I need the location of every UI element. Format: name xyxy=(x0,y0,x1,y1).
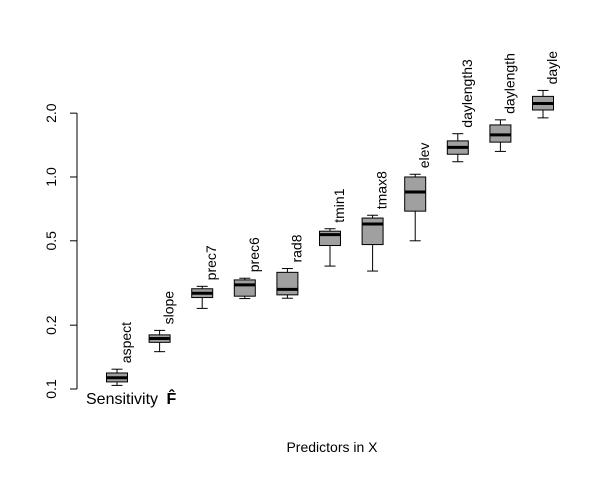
box-label-prec6: prec6 xyxy=(246,237,262,272)
y-tick-label: 2.0 xyxy=(43,103,59,123)
box-slope xyxy=(148,329,171,353)
y-tick-label: 0.1 xyxy=(43,379,59,399)
box-label-rad8: rad8 xyxy=(288,234,304,262)
box-body xyxy=(361,217,384,246)
box-labels: aspect slope prec7 prec6 rad8 tmin1 tmax8 elev d… xyxy=(118,51,560,363)
box-body xyxy=(404,176,427,212)
box-prec6 xyxy=(233,277,256,300)
y-tick-label: 0.5 xyxy=(43,231,59,251)
annotation-symbol: F̂ xyxy=(166,388,176,408)
y-axis: 0.1 0.2 0.5 1.0 2.0 xyxy=(43,103,78,399)
box-daylength3 xyxy=(446,133,469,163)
box-rad8 xyxy=(276,268,299,299)
box-label-elev: elev xyxy=(416,143,432,169)
box-label-tmax8: tmax8 xyxy=(374,171,390,209)
boxes xyxy=(106,89,554,386)
box-label-aspect: aspect xyxy=(118,322,134,363)
box-elev xyxy=(404,173,427,242)
box-label-tmin1: tmin1 xyxy=(331,188,347,222)
box-label-prec7: prec7 xyxy=(203,245,219,280)
box-body xyxy=(233,279,256,297)
box-body xyxy=(276,271,299,296)
box-dayle xyxy=(532,89,554,119)
y-tick-label: 1.0 xyxy=(43,167,59,187)
box-label-slope: slope xyxy=(161,291,177,325)
y-tick-label: 0.2 xyxy=(43,315,59,335)
box-aspect xyxy=(106,368,128,386)
y-ticks: 0.1 0.2 0.5 1.0 2.0 xyxy=(43,103,77,399)
box-prec7 xyxy=(191,285,214,309)
box-label-daylength3: daylength3 xyxy=(459,59,475,128)
box-label-dayle: dayle xyxy=(544,51,560,85)
box-daylength xyxy=(489,119,512,152)
box-tmax8 xyxy=(361,214,384,272)
box-tmin1 xyxy=(319,228,341,267)
annotation-text: Sensitivity xyxy=(86,391,158,408)
x-axis-label: Predictors in X xyxy=(286,439,378,455)
box-label-daylength: daylength xyxy=(501,53,517,114)
sensitivity-annotation: Sensitivity F̂ xyxy=(86,388,176,408)
